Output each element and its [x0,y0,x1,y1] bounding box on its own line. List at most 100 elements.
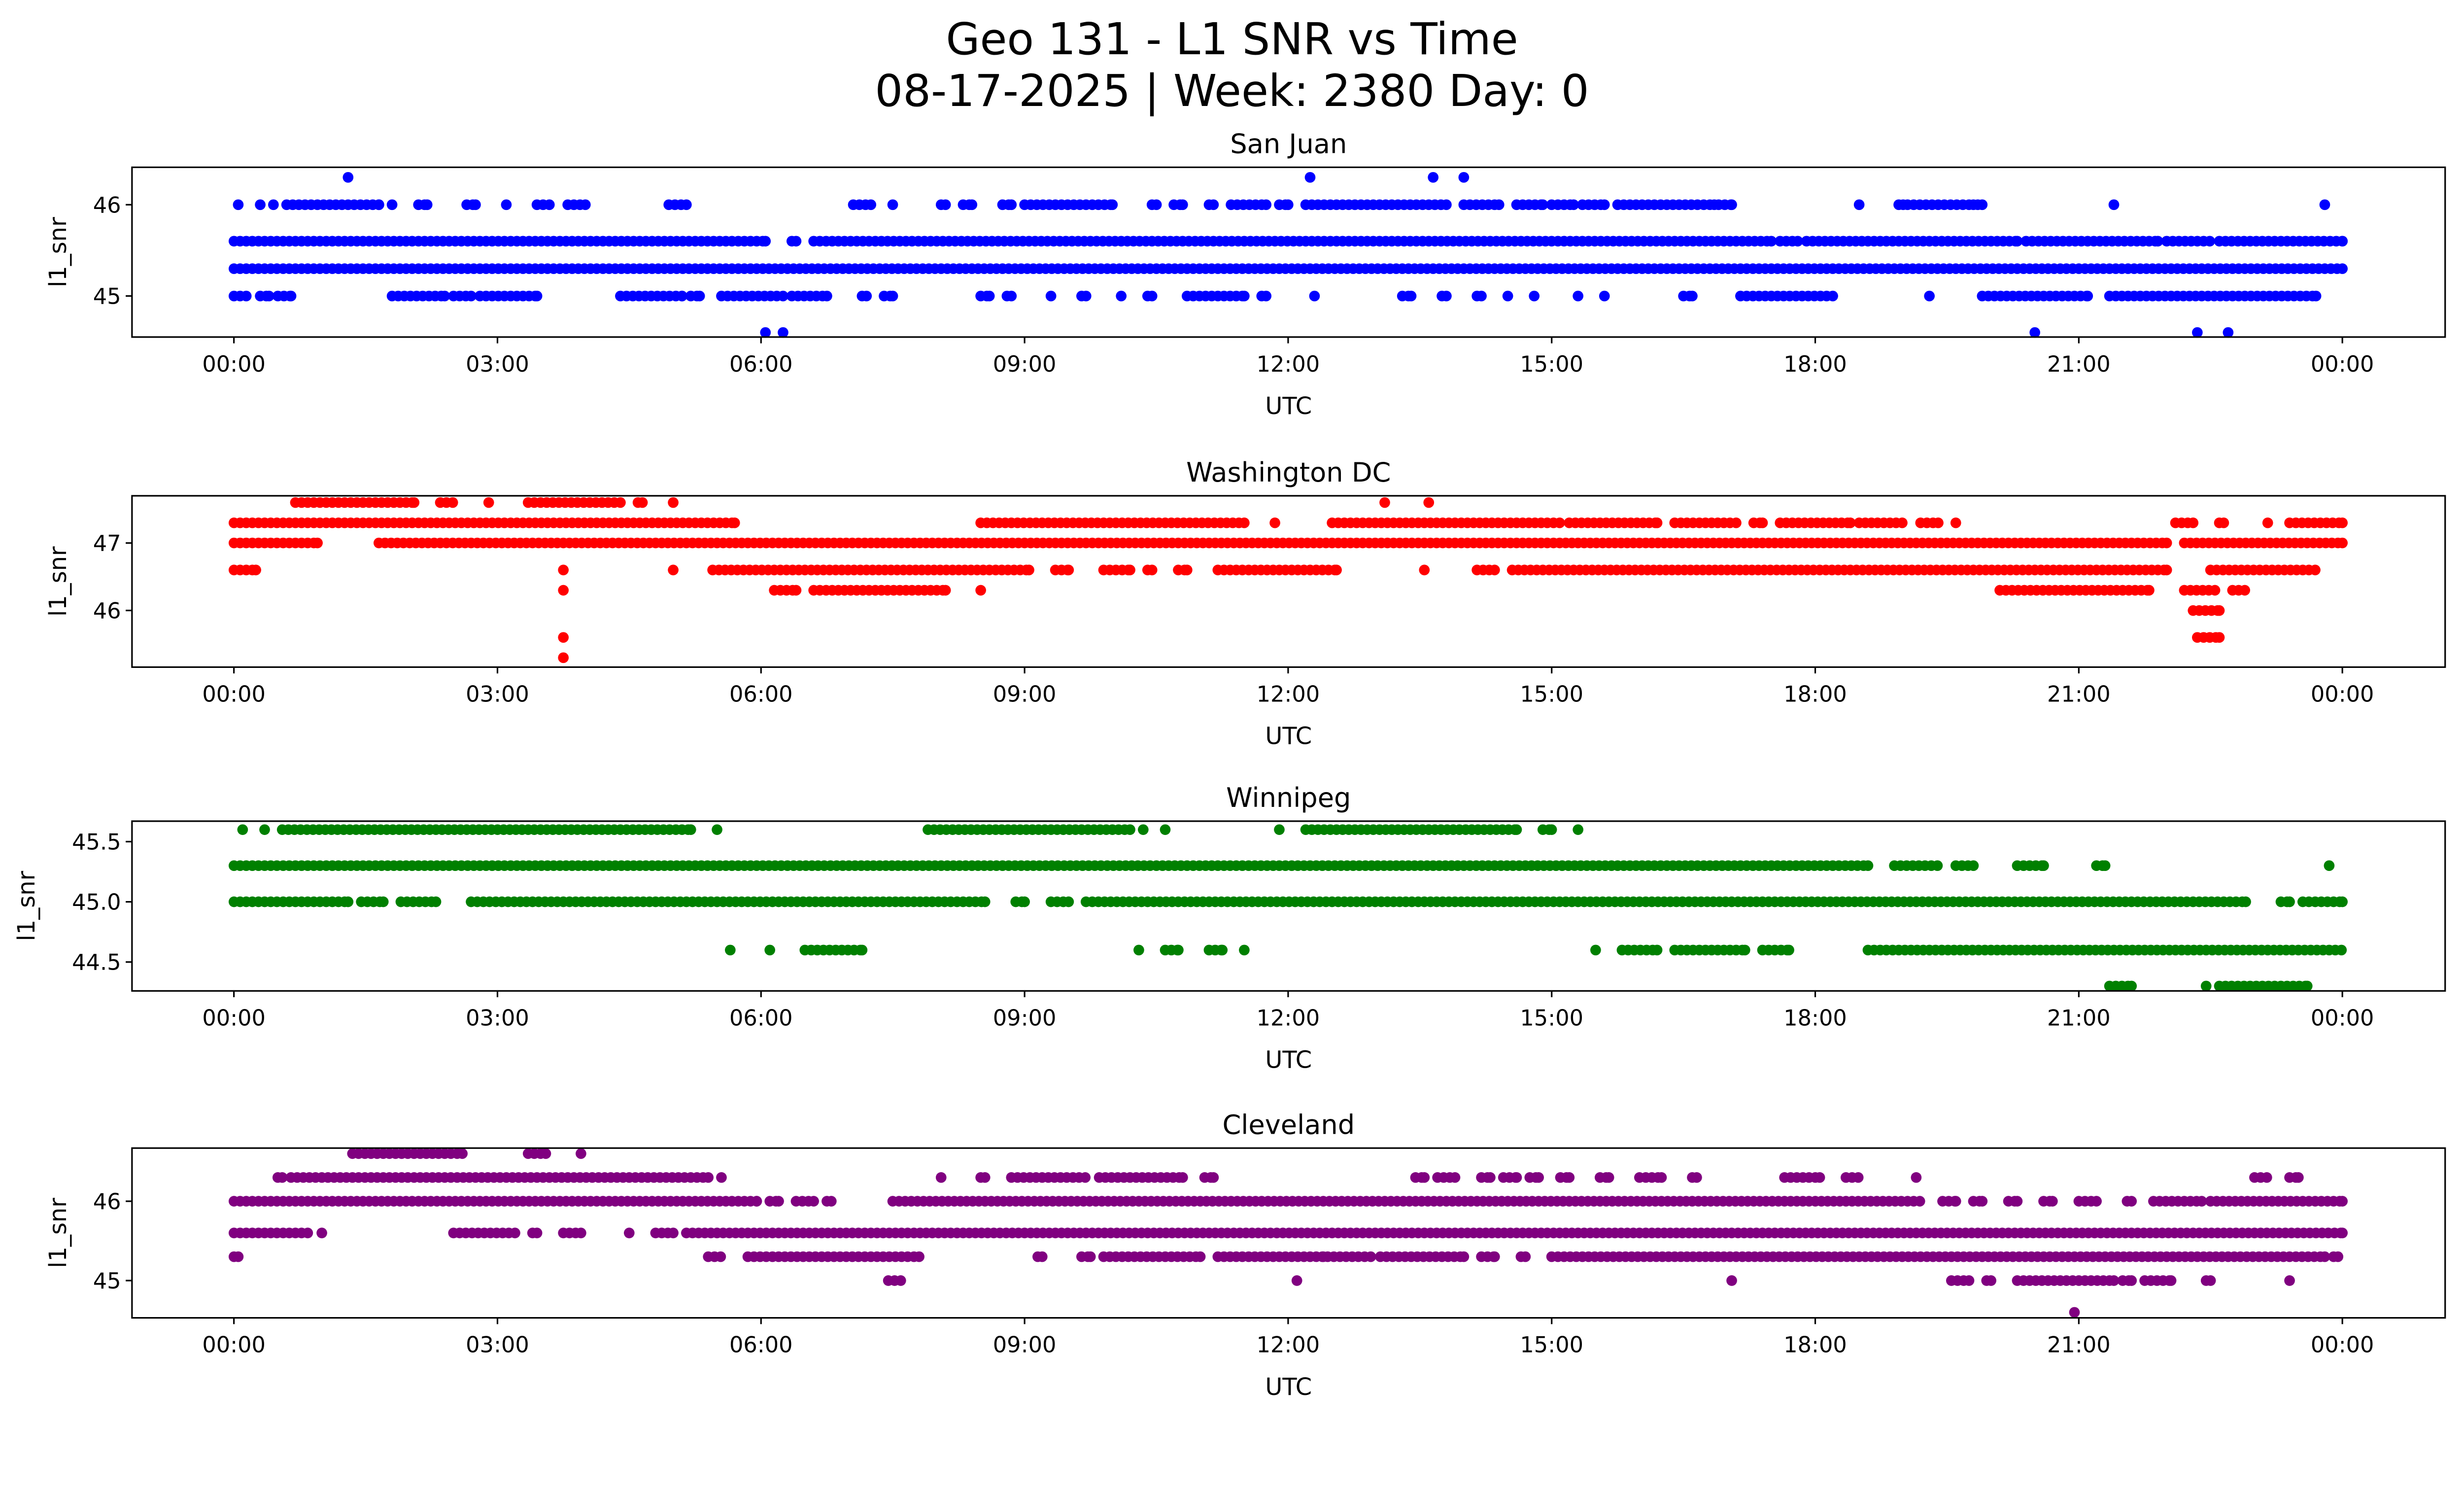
x-axis-label: UTC [1265,1374,1312,1401]
x-tick-label: 18:00 [1783,1332,1847,1358]
data-point [2214,605,2225,616]
data-point [895,1275,906,1286]
data-point [285,290,297,302]
data-point [1792,236,1803,247]
data-point [501,199,512,210]
data-point [1365,1251,1376,1262]
data-point [760,236,771,247]
x-axis-label: UTC [1265,1047,1312,1074]
data-point [531,290,543,302]
data-point [302,1227,313,1239]
data-point [237,824,248,835]
data-point [637,497,648,508]
data-point [1977,199,1988,210]
x-tick-label: 06:00 [729,682,793,707]
data-point [778,290,788,302]
data-point [1656,1172,1667,1183]
data-point [703,1172,714,1183]
data-point [760,327,771,338]
data-point [1511,824,1522,835]
x-tick-label: 06:00 [729,1332,793,1358]
data-point [1080,1172,1091,1183]
data-point [764,944,776,956]
data-point [694,290,705,302]
data-point [914,1251,924,1262]
data-point [808,1196,819,1207]
data-point [1063,896,1074,907]
data-point [1814,1172,1825,1183]
data-point [724,944,736,956]
data-point [1691,1172,1702,1183]
data-point [540,1148,551,1159]
data-point [1379,497,1390,508]
data-point [778,327,788,338]
data-point [826,1196,837,1207]
data-point [1651,944,1663,956]
data-point [1687,290,1698,302]
subplot-title: Winnipeg [1226,782,1351,813]
data-point [623,1227,635,1239]
data-point [1603,1172,1614,1183]
data-point [2337,263,2348,274]
data-point [1651,517,1663,528]
y-axis-label: l1_snr [45,217,72,287]
y-tick-label: 46 [93,1189,121,1215]
x-tick-label: 15:00 [1520,1005,1583,1031]
data-point [1405,290,1417,302]
x-tick-label: 09:00 [993,682,1057,707]
data-point [2205,1275,2216,1286]
y-tick-label: 45.0 [72,890,121,915]
data-point [312,537,323,549]
data-point [975,585,986,596]
data-point [558,585,569,596]
x-axis-label: UTC [1265,393,1312,420]
x-tick-label: 18:00 [1783,682,1847,707]
data-point [316,1227,327,1239]
data-point [2336,944,2347,956]
data-point [2126,980,2137,992]
data-point [1125,824,1135,835]
y-tick-label: 45 [93,283,121,309]
y-tick-label: 45.5 [72,829,121,855]
data-point [1151,199,1162,210]
data-point [1441,199,1452,210]
data-point [712,824,722,835]
data-point [1968,860,1979,871]
data-point [1731,517,1742,528]
data-point [1511,1172,1522,1183]
data-point [1239,517,1250,528]
data-point [1146,564,1158,576]
data-point [2188,517,2199,528]
data-point [2099,860,2111,871]
data-point [558,632,569,643]
data-point [409,497,420,508]
data-point [2319,1251,2330,1262]
data-point [2214,632,2225,643]
data-point [966,199,978,210]
data-point [342,896,354,907]
data-point [2223,327,2234,338]
data-point [1269,517,1280,528]
data-point [466,290,477,302]
data-point [1726,199,1737,210]
data-point [887,290,898,302]
chart-subtitle: 08-17-2025 | Week: 2380 Day: 0 [875,66,1589,117]
data-point [979,896,991,907]
data-point [1739,944,1750,956]
data-point [1428,172,1439,183]
data-point [773,1196,784,1207]
data-point [2192,327,2203,338]
data-point [255,199,266,210]
data-point [1423,497,1435,508]
x-tick-label: 00:00 [202,682,266,707]
data-point [1217,944,1228,956]
data-point [1520,1251,1531,1262]
data-point [940,585,951,596]
data-point [1827,290,1838,302]
data-point [2337,1196,2348,1207]
data-point [2161,537,2172,549]
data-point [1160,824,1171,835]
x-tick-label: 12:00 [1257,1332,1320,1358]
data-point [2324,860,2335,871]
subplot-cleveland: 00:00 03:00 06:00 09:00 12:00 15:00 18:00 21:00… [45,1110,2446,1401]
